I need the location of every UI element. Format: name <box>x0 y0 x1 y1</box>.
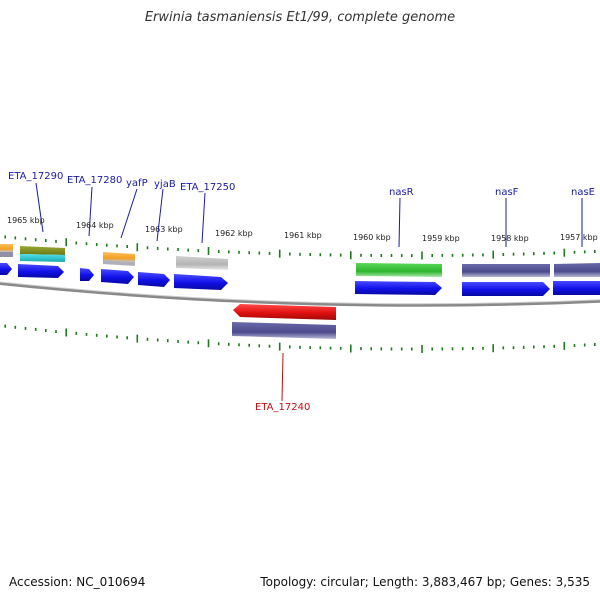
gene-label-nasR[interactable]: nasR <box>389 187 414 198</box>
tick-label-1962: 1962 kbp <box>215 229 253 238</box>
gene-feature-olive[interactable] <box>20 246 65 255</box>
leader-yafP <box>120 188 138 239</box>
genome-backbone <box>0 282 600 307</box>
accession-text: Accession: NC_010694 <box>9 575 146 589</box>
gene-label-ETA_17240[interactable]: ETA_17240 <box>255 402 310 413</box>
tick-label-1964: 1964 kbp <box>76 221 114 230</box>
outer-tick-ring <box>4 235 596 260</box>
gene-label-ETA_17290[interactable]: ETA_17290 <box>8 171 63 182</box>
gene-feature-green[interactable] <box>356 263 442 277</box>
cds-arrow-nasF[interactable] <box>462 282 550 296</box>
cds-arrow-1[interactable] <box>0 263 12 275</box>
tick-label-1963: 1963 kbp <box>145 225 183 234</box>
cds-arrow-3[interactable] <box>80 268 94 281</box>
cds-row-reverse <box>232 304 336 339</box>
gene-feature-gray[interactable] <box>176 256 228 270</box>
leader-ETA_17290 <box>35 182 44 233</box>
gene-feature-orange[interactable] <box>103 252 135 262</box>
gene-feature-cyan[interactable] <box>20 254 65 262</box>
leader-ETA_17250 <box>201 192 206 244</box>
gene-feature-orange-shadow <box>103 260 135 266</box>
leader-ETA_17280 <box>88 186 93 237</box>
inner-tick-ring <box>4 324 596 353</box>
leader-yjaB <box>156 188 164 242</box>
gene-label-nasE[interactable]: nasE <box>571 187 595 198</box>
cds-arrow-4[interactable] <box>101 269 134 284</box>
tick-label-1957: 1957 kbp <box>560 233 598 242</box>
gene-label-yafP[interactable]: yafP <box>126 178 148 189</box>
tick-label-1965: 1965 kbp <box>7 216 45 225</box>
gene-leaders <box>35 182 583 248</box>
gene-feature-navy-reverse[interactable] <box>232 322 336 339</box>
gene-feature-navy-2[interactable] <box>554 263 600 277</box>
tick-label-1961: 1961 kbp <box>284 231 322 240</box>
tick-label-1959: 1959 kbp <box>422 234 460 243</box>
cds-arrow-6[interactable] <box>174 274 228 290</box>
cds-arrow-ETA_17240[interactable] <box>233 304 336 320</box>
cds-arrow-nasE[interactable] <box>553 281 600 295</box>
gene-label-ETA_17280[interactable]: ETA_17280 <box>67 175 122 186</box>
map-title: Erwinia tasmaniensis Et1/99, complete ge… <box>144 10 456 25</box>
cds-arrow-nasR[interactable] <box>355 281 442 295</box>
cds-arrow-5[interactable] <box>138 272 170 287</box>
gene-label-ETA_17250[interactable]: ETA_17250 <box>180 182 235 193</box>
cds-arrow-2[interactable] <box>18 264 64 278</box>
tick-label-1958: 1958 kbp <box>491 234 529 243</box>
genome-summary-text: Topology: circular; Length: 3,883,467 bp… <box>260 575 590 589</box>
leader-ETA_17240 <box>281 352 284 402</box>
cds-row-forward <box>0 263 600 296</box>
gene-feature-orange-edge[interactable] <box>0 244 13 252</box>
gene-label-nasF[interactable]: nasF <box>495 187 519 198</box>
gene-label-yjaB[interactable]: yjaB <box>154 179 176 190</box>
tick-label-1960: 1960 kbp <box>353 233 391 242</box>
leader-nasR <box>398 197 401 248</box>
feature-row-outer <box>0 244 600 277</box>
gene-feature-navy-1[interactable] <box>462 264 550 277</box>
gene-feature-gray-edge[interactable] <box>0 252 13 257</box>
genome-backbone-highlight <box>0 281 600 305</box>
